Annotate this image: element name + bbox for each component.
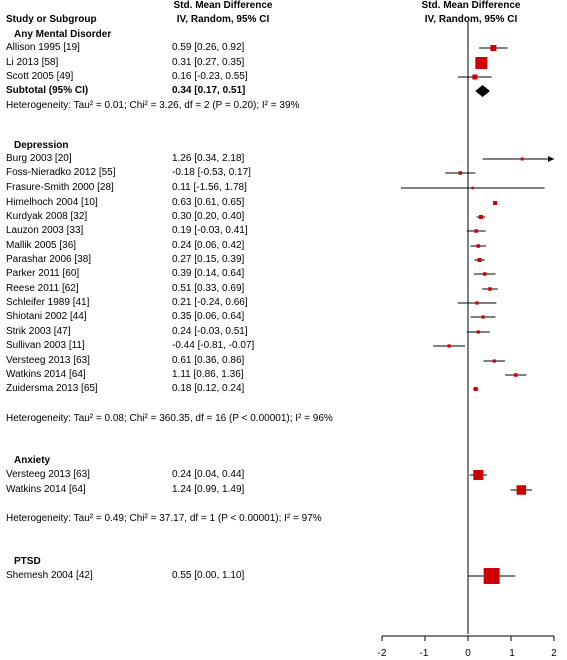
effect-marker	[476, 330, 480, 334]
study-ci-text: 0.55 [0.00, 1.10]	[172, 570, 245, 581]
x-tick-label: -2	[377, 648, 387, 659]
study-label: Himelhoch 2004 [10]	[6, 197, 98, 208]
effect-marker	[475, 301, 479, 305]
study-label: Scott 2005 [49]	[6, 71, 74, 82]
effect-marker	[520, 157, 524, 161]
x-tick-label: 0	[465, 648, 471, 659]
study-ci-text: 0.59 [0.26, 0.92]	[172, 42, 245, 53]
study-ci-text: -0.44 [-0.81, -0.07]	[172, 340, 255, 351]
effect-marker	[475, 57, 488, 69]
study-label: Li 2013 [58]	[6, 57, 59, 68]
study-ci-text: 0.35 [0.06, 0.64]	[172, 311, 245, 322]
study-label: Shiotani 2002 [44]	[6, 311, 87, 322]
study-ci-text: 0.30 [0.20, 0.40]	[172, 211, 245, 222]
group-title-depression: Depression	[14, 140, 69, 151]
study-label: Kurdyak 2008 [32]	[6, 211, 88, 222]
effect-marker	[516, 485, 527, 495]
study-label: Mallik 2005 [36]	[6, 240, 77, 251]
study-label: Sullivan 2003 [11]	[6, 340, 85, 351]
heterogeneity-text: Heterogeneity: Tau² = 0.49; Chi² = 37.17…	[6, 513, 322, 524]
study-ci-text: 0.24 [0.04, 0.44]	[172, 469, 245, 480]
effect-marker	[473, 470, 484, 480]
heterogeneity-text: Heterogeneity: Tau² = 0.01; Chi² = 3.26,…	[6, 100, 300, 111]
effect-marker	[478, 215, 483, 219]
subtotal-label: Subtotal (95% CI)	[6, 85, 89, 96]
header-smd-sub-right: IV, Random, 95% CI	[424, 14, 518, 25]
study-ci-text: 0.18 [0.12, 0.24]	[172, 383, 245, 394]
ci-arrow	[548, 156, 554, 162]
study-label: Versteeg 2013 [63]	[6, 355, 90, 366]
effect-marker	[474, 229, 478, 233]
subtotal-diamond	[475, 85, 490, 97]
study-label: Shemesh 2004 [42]	[6, 570, 93, 581]
study-label: Versteeg 2013 [63]	[6, 469, 90, 480]
study-ci-text: 0.16 [-0.23, 0.55]	[172, 71, 248, 82]
header-smd-title-right: Std. Mean Difference	[421, 0, 521, 11]
x-tick-label: -1	[419, 648, 429, 659]
effect-marker	[490, 45, 497, 51]
study-label: Zuidersma 2013 [65]	[6, 383, 98, 394]
study-label: Lauzon 2003 [33]	[6, 225, 84, 236]
effect-marker	[477, 258, 482, 262]
header-smd-sub-left: IV, Random, 95% CI	[176, 14, 270, 25]
effect-marker	[492, 359, 496, 363]
effect-marker	[488, 287, 492, 291]
study-label: Foss-Nieradko 2012 [55]	[6, 167, 116, 178]
study-ci-text: -0.18 [-0.53, 0.17]	[172, 167, 251, 178]
study-ci-text: 0.24 [0.06, 0.42]	[172, 240, 245, 251]
effect-marker	[493, 201, 498, 205]
study-label: Schleifer 1989 [41]	[6, 297, 90, 308]
study-ci-text: 0.27 [0.15, 0.39]	[172, 254, 245, 265]
study-label: Reese 2011 [62]	[6, 283, 79, 294]
study-ci-text: 0.31 [0.27, 0.35]	[172, 57, 245, 68]
study-ci-text: 0.24 [-0.03, 0.51]	[172, 326, 248, 337]
study-label: Watkins 2014 [64]	[6, 484, 86, 495]
effect-marker	[476, 244, 481, 248]
group-title-anxiety: Anxiety	[14, 455, 51, 466]
study-ci-text: 0.21 [-0.24, 0.66]	[172, 297, 248, 308]
effect-marker	[473, 387, 478, 391]
header-study-col: Study or Subgroup	[6, 14, 97, 25]
study-ci-text: 1.26 [0.34, 2.18]	[172, 153, 245, 164]
effect-marker	[513, 373, 518, 377]
study-ci-text: 0.39 [0.14, 0.64]	[172, 268, 245, 279]
study-ci-text: 0.19 [-0.03, 0.41]	[172, 225, 248, 236]
study-label: Burg 2003 [20]	[6, 153, 72, 164]
effect-marker	[472, 74, 478, 80]
study-ci-text: 0.63 [0.61, 0.65]	[172, 197, 245, 208]
study-ci-text: 1.24 [0.99, 1.49]	[172, 484, 245, 495]
study-ci-text: 0.61 [0.36, 0.86]	[172, 355, 245, 366]
heterogeneity-text: Heterogeneity: Tau² = 0.08; Chi² = 360.3…	[6, 413, 333, 424]
study-ci-text: 1.11 [0.86, 1.36]	[172, 369, 244, 380]
study-label: Parashar 2006 [38]	[6, 254, 92, 265]
study-label: Watkins 2014 [64]	[6, 369, 86, 380]
effect-marker	[481, 315, 485, 319]
x-tick-label: 1	[509, 648, 515, 659]
effect-marker	[458, 171, 463, 175]
header-smd-title-left: Std. Mean Difference	[173, 0, 273, 11]
effect-marker	[471, 186, 474, 190]
study-ci-text: 0.51 [0.33, 0.69]	[172, 283, 245, 294]
study-ci-text: 0.11 [-1.56, 1.78]	[172, 182, 247, 193]
study-label: Strik 2003 [47]	[6, 326, 71, 337]
study-label: Parker 2011 [60]	[6, 268, 80, 279]
effect-marker	[483, 272, 487, 276]
group-title-any-mental-disorder: Any Mental Disorder	[14, 29, 112, 40]
subtotal-ci-text: 0.34 [0.17, 0.51]	[172, 85, 246, 96]
study-label: Frasure-Smith 2000 [28]	[6, 182, 114, 193]
effect-marker	[483, 568, 500, 584]
effect-marker	[447, 344, 451, 348]
group-title-ptsd: PTSD	[14, 556, 41, 567]
study-label: Allison 1995 [19]	[6, 42, 80, 53]
x-tick-label: 2	[551, 648, 557, 659]
